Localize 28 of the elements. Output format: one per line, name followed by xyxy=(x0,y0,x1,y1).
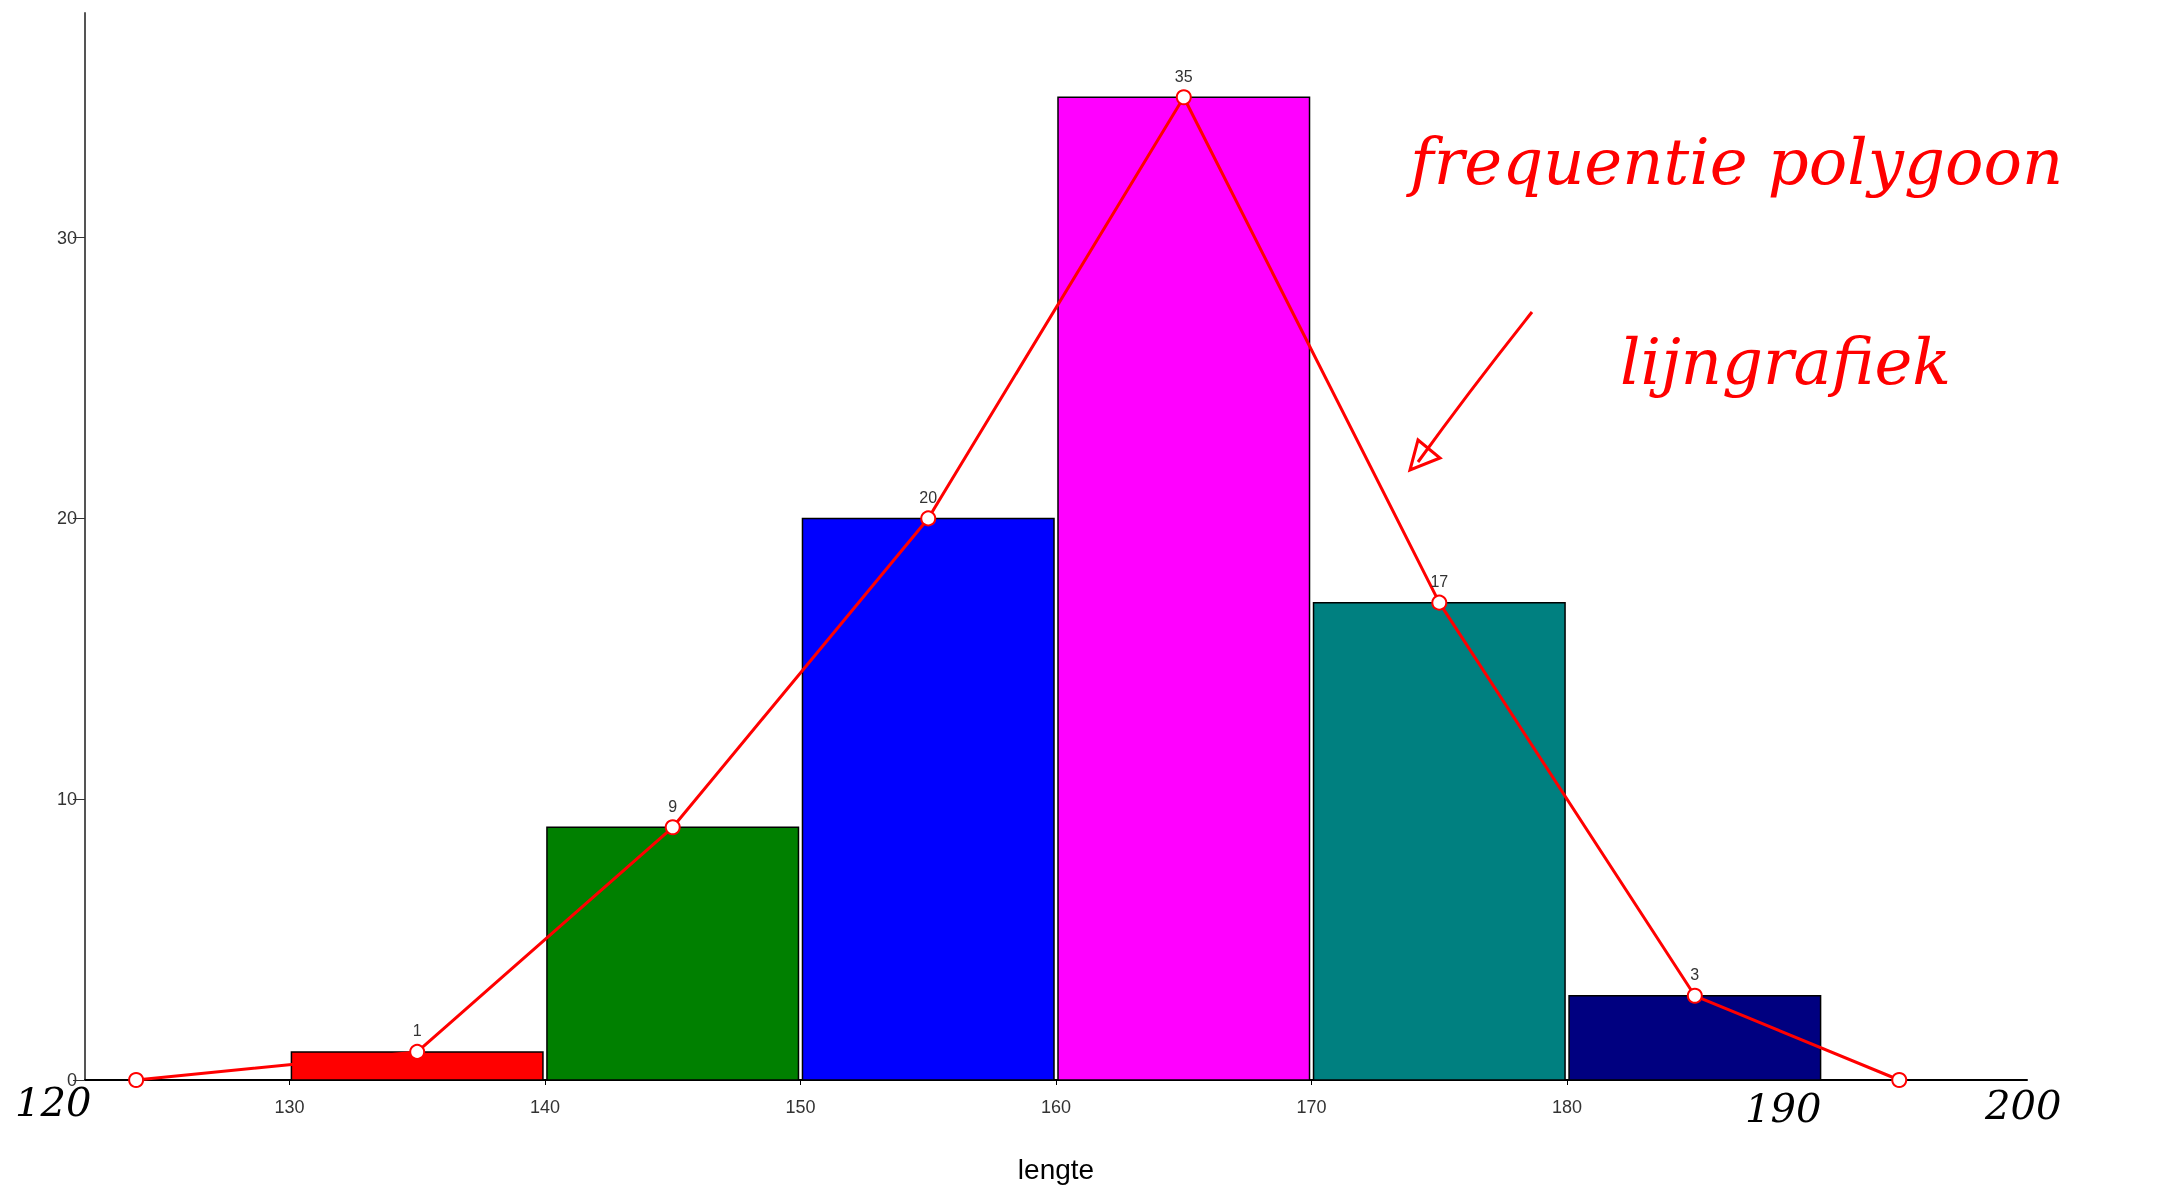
point xyxy=(409,1043,426,1060)
x-tick-label: 130 xyxy=(274,1097,305,1117)
data-label: 17 xyxy=(1430,573,1449,591)
point xyxy=(664,819,681,836)
point xyxy=(1175,89,1192,106)
point xyxy=(1686,987,1703,1004)
x-tick-label: 170 xyxy=(1296,1097,1327,1117)
y-tick-label: 10 xyxy=(56,789,77,810)
data-label: 3 xyxy=(1690,966,1700,984)
annotation: frequentie polygoon xyxy=(1406,125,2064,199)
data-label: 9 xyxy=(668,797,678,815)
x-axis-title: lengte xyxy=(1017,1153,1095,1185)
x-tick-label: 150 xyxy=(785,1097,816,1117)
point xyxy=(1431,594,1448,611)
data-label: 35 xyxy=(1174,67,1193,85)
y-tick-label: 30 xyxy=(56,227,77,248)
text: 200 xyxy=(1984,1082,2062,1128)
point xyxy=(1891,1072,1908,1088)
data-label: 20 xyxy=(919,488,938,506)
point xyxy=(920,510,937,527)
text: 190 xyxy=(1745,1085,1822,1131)
x-tick-label: 180 xyxy=(1552,1097,1583,1117)
x-tick-label: 160 xyxy=(1040,1097,1072,1117)
y-tick-label: 20 xyxy=(56,508,77,529)
data-label: 1 xyxy=(412,1022,422,1040)
x-tick-label: 140 xyxy=(529,1097,560,1117)
annotation: lijngrafiek xyxy=(1620,325,1952,399)
point xyxy=(128,1072,145,1088)
